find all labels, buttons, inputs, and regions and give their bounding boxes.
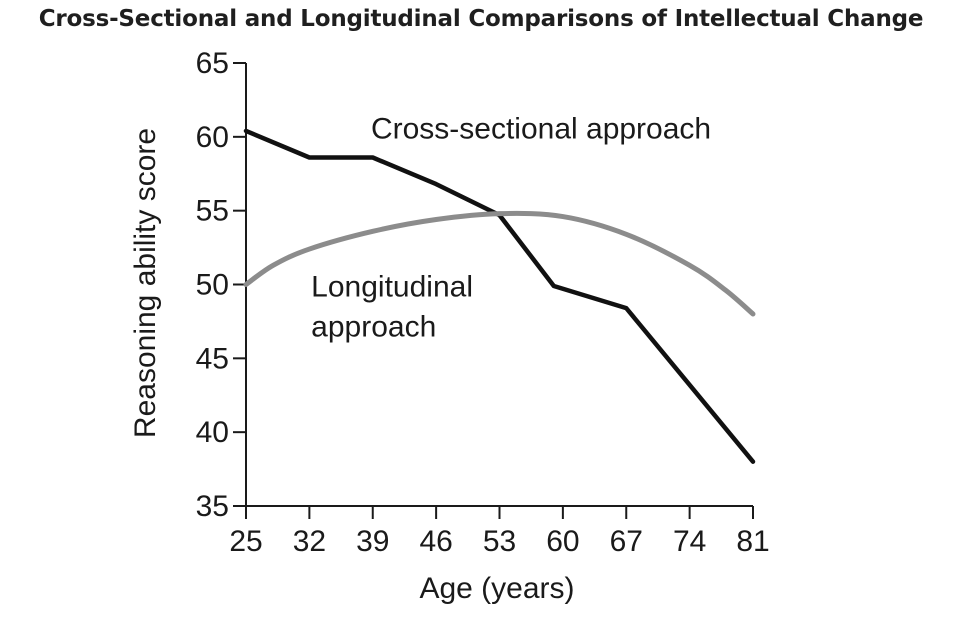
longitudinal-label: approach bbox=[311, 310, 436, 343]
x-tick-label: 74 bbox=[673, 525, 706, 558]
y-tick-label: 55 bbox=[196, 195, 229, 228]
x-tick-label: 60 bbox=[546, 525, 579, 558]
ticks: 35 40 45 50 55 60 65 25 32 39 46 53 60 67 74 81 bbox=[196, 47, 770, 558]
longitudinal-series-line bbox=[243, 210, 756, 317]
x-tick-label: 53 bbox=[483, 525, 516, 558]
annotations: Cross-sectional approach Longitudinal appr… bbox=[311, 112, 711, 343]
x-tick-label: 81 bbox=[736, 525, 769, 558]
series-lines bbox=[243, 128, 756, 464]
y-tick-label: 35 bbox=[196, 490, 229, 523]
longitudinal-label: Longitudinal bbox=[311, 270, 473, 303]
y-tick-label: 50 bbox=[196, 269, 229, 302]
x-tick-label: 32 bbox=[293, 525, 326, 558]
y-tick-label: 60 bbox=[196, 121, 229, 154]
chart-title: Cross-Sectional and Longitudinal Compari… bbox=[38, 6, 924, 32]
y-tick-label: 65 bbox=[196, 47, 229, 80]
y-axis-label: Reasoning ability score bbox=[129, 128, 162, 438]
cross-sectional-series-line bbox=[243, 128, 756, 464]
x-tick-label: 67 bbox=[610, 525, 643, 558]
x-axis-label: Age (years) bbox=[419, 572, 574, 605]
x-tick-label: 25 bbox=[229, 525, 262, 558]
x-tick-label: 46 bbox=[419, 525, 452, 558]
cross-sectional-label: Cross-sectional approach bbox=[371, 112, 711, 145]
y-tick-label: 45 bbox=[196, 342, 229, 375]
x-tick-label: 39 bbox=[356, 525, 389, 558]
y-tick-label: 40 bbox=[196, 416, 229, 449]
